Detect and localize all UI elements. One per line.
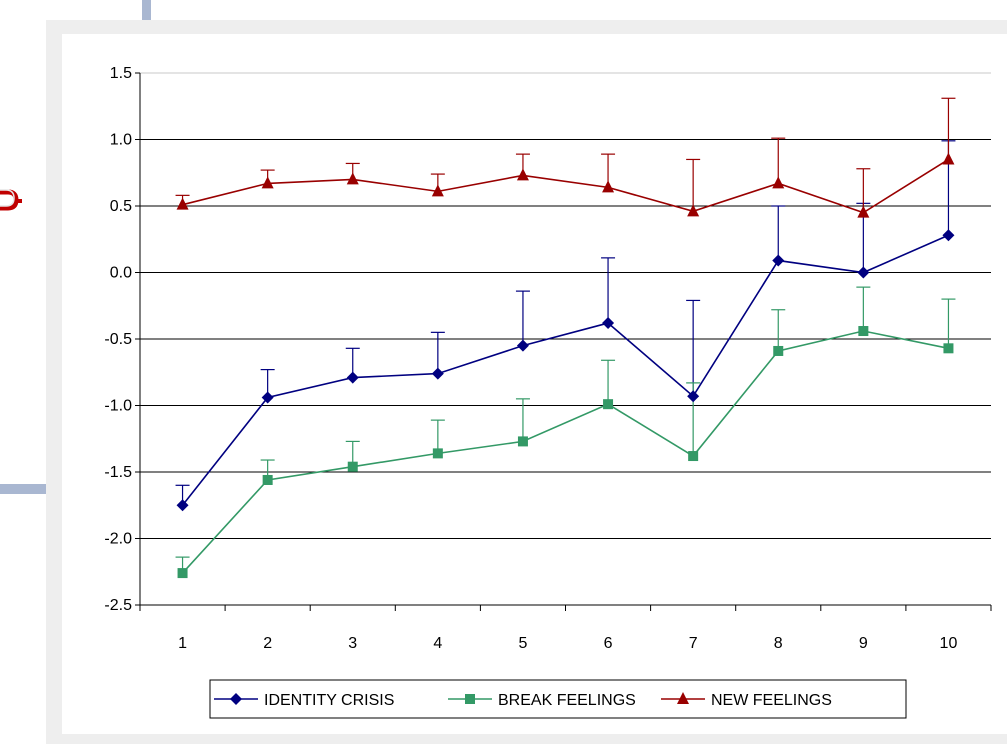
data-point (773, 345, 784, 356)
x-tick-label: 3 (348, 635, 357, 652)
legend-marker (465, 694, 475, 704)
data-point (346, 172, 359, 185)
data-point (432, 448, 443, 459)
error-bars (175, 97, 956, 574)
x-tick-labels: 1 2 3 4 5 6 7 8 9 10 (178, 635, 957, 652)
data-point (262, 474, 273, 485)
data-point (943, 343, 954, 354)
data-point (346, 371, 359, 384)
x-tick-label: 7 (689, 635, 698, 652)
data-point (602, 317, 615, 330)
legend-marker (230, 693, 242, 705)
legend-marker (677, 692, 689, 704)
decorative-vertical-bar (142, 0, 151, 20)
data-point (857, 205, 870, 218)
data-point (347, 461, 358, 472)
y-tick-label: 1.5 (110, 65, 132, 82)
data-point (517, 436, 528, 447)
y-tick-label: 1.0 (110, 132, 132, 149)
data-point (261, 176, 274, 189)
y-tick-label: 0.0 (110, 265, 132, 282)
data-point (772, 254, 785, 267)
series-line (181, 234, 949, 506)
x-tick-label: 1 (178, 635, 187, 652)
x-tick-label: 9 (859, 635, 868, 652)
chart-area (62, 34, 1007, 734)
y-tick-label: -0.5 (104, 331, 132, 348)
data-point (602, 180, 615, 193)
data-point (516, 168, 529, 181)
gridlines (140, 72, 991, 539)
x-tick-label: 8 (774, 635, 783, 652)
data-point (176, 499, 189, 512)
y-tick-labels: 1.5 1.0 0.5 0.0 -0.5 -1.0 -1.5 -2.0 -2.5 (104, 65, 132, 614)
y-tick-label: -1.5 (104, 464, 132, 481)
x-tick-label: 5 (518, 635, 527, 652)
legend-label: IDENTITY CRISIS (264, 692, 394, 709)
data-point (942, 229, 955, 242)
series-line (182, 158, 949, 214)
legend-label: NEW FEELINGS (711, 692, 832, 709)
data-point (942, 152, 955, 165)
decorative-red-shape (0, 189, 22, 211)
x-tick-label: 6 (604, 635, 613, 652)
x-tick-label: 4 (433, 635, 442, 652)
y-tick-label: -2.0 (104, 531, 132, 548)
decorative-horizontal-bar (0, 484, 50, 494)
y-tick-label: -2.5 (104, 597, 132, 614)
axes (135, 72, 992, 611)
legend-label: BREAK FEELINGS (498, 692, 636, 709)
data-point (431, 367, 444, 380)
y-tick-label: -1.0 (104, 398, 132, 415)
data-point (687, 390, 700, 403)
data-point (177, 568, 188, 579)
data-point (858, 326, 869, 337)
data-point (772, 176, 785, 189)
legend: IDENTITY CRISIS BREAK FEELINGS NEW FEELING… (209, 679, 907, 719)
data-point (516, 339, 529, 352)
series-lines (176, 152, 955, 579)
series-line (181, 330, 949, 574)
data-point (603, 399, 614, 410)
legend-box (209, 679, 907, 719)
x-tick-label: 2 (263, 635, 272, 652)
data-point (431, 184, 444, 197)
data-point (176, 197, 189, 210)
data-point (857, 266, 870, 279)
y-tick-label: 0.5 (110, 198, 132, 215)
data-point (688, 451, 699, 462)
data-point (261, 391, 274, 404)
data-point (687, 204, 700, 217)
x-tick-label: 10 (940, 635, 958, 652)
